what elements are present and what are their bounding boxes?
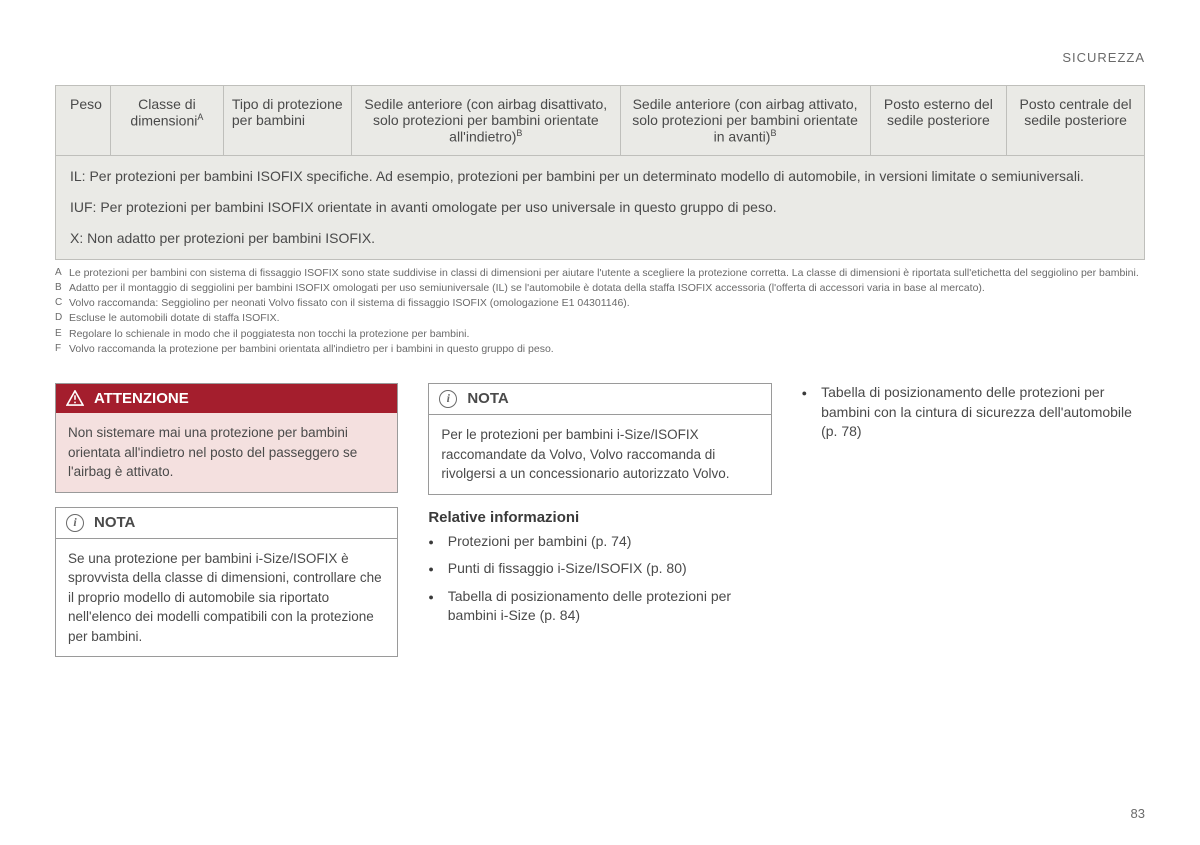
footnote-f: FVolvo raccomanda la protezione per bamb… <box>55 342 1145 357</box>
related-item: Protezioni per bambini (p. 74) <box>428 532 771 552</box>
note1-box: i NOTA Se una protezione per bambini i-S… <box>55 507 398 658</box>
footnote-e: ERegolare lo schienale in modo che il po… <box>55 327 1145 342</box>
footnotes: ALe protezioni per bambini con sistema d… <box>55 266 1145 357</box>
note2-title: NOTA <box>467 390 508 407</box>
note2-box: i NOTA Per le protezioni per bambini i-S… <box>428 383 771 495</box>
table-header-row: Peso Classe di dimensioniA Tipo di prote… <box>56 86 1145 156</box>
note1-body: Se una protezione per bambini i-Size/ISO… <box>56 539 397 657</box>
info-icon: i <box>439 390 457 408</box>
col-posto-esterno: Posto esterno del sedile posteriore <box>870 86 1007 156</box>
table-notes-cell: IL: Per protezioni per bambini ISOFIX sp… <box>56 155 1145 259</box>
warning-title: ATTENZIONE <box>94 390 189 407</box>
note2-header: i NOTA <box>429 384 770 415</box>
related-item: Punti di fissaggio i-Size/ISOFIX (p. 80) <box>428 559 771 579</box>
note1-header: i NOTA <box>56 508 397 539</box>
note1-title: NOTA <box>94 514 135 531</box>
note2-body: Per le protezioni per bambini i-Size/ISO… <box>429 415 770 494</box>
warning-box: ATTENZIONE Non sistemare mai una protezi… <box>55 383 398 493</box>
footnote-a: ALe protezioni per bambini con sistema d… <box>55 266 1145 281</box>
footnote-d: DEscluse le automobili dotate di staffa … <box>55 311 1145 326</box>
footnote-c: CVolvo raccomanda: Seggiolino per neonat… <box>55 296 1145 311</box>
col-peso: Peso <box>56 86 111 156</box>
warning-triangle-icon <box>66 390 84 406</box>
col-posto-centrale: Posto centrale del sedile posteriore <box>1007 86 1145 156</box>
related-list: Protezioni per bambini (p. 74) Punti di … <box>428 532 771 626</box>
column-1: ATTENZIONE Non sistemare mai una protezi… <box>55 383 398 672</box>
table-note-iuf: IUF: Per protezioni per bambini ISOFIX o… <box>70 197 1130 218</box>
column-2: i NOTA Per le protezioni per bambini i-S… <box>428 383 771 672</box>
warning-header: ATTENZIONE <box>56 384 397 413</box>
col-sedile-ant-on: Sedile anteriore (con airbag attivato, s… <box>620 86 870 156</box>
related-item: Tabella di posizionamento delle protezio… <box>802 383 1145 442</box>
footnote-b: BAdatto per il montaggio di seggiolini p… <box>55 281 1145 296</box>
related-item: Tabella di posizionamento delle protezio… <box>428 587 771 626</box>
info-icon: i <box>66 514 84 532</box>
content-columns: ATTENZIONE Non sistemare mai una protezi… <box>55 383 1145 672</box>
col-tipo: Tipo di protezione per bambini <box>223 86 351 156</box>
col-classe: Classe di dimensioniA <box>110 86 223 156</box>
warning-body: Non sistemare mai una protezione per bam… <box>56 413 397 492</box>
table-note-il: IL: Per protezioni per bambini ISOFIX sp… <box>70 166 1130 187</box>
related-heading: Relative informazioni <box>428 509 771 526</box>
isofix-table: Peso Classe di dimensioniA Tipo di prote… <box>55 85 1145 260</box>
page-number: 83 <box>1131 806 1145 821</box>
section-header: SICUREZZA <box>55 50 1145 65</box>
table-note-x: X: Non adatto per protezioni per bambini… <box>70 228 1130 249</box>
col-sedile-ant-off: Sedile anteriore (con airbag disattivato… <box>352 86 620 156</box>
column-3: Tabella di posizionamento delle protezio… <box>802 383 1145 672</box>
related-list-cont: Tabella di posizionamento delle protezio… <box>802 383 1145 442</box>
